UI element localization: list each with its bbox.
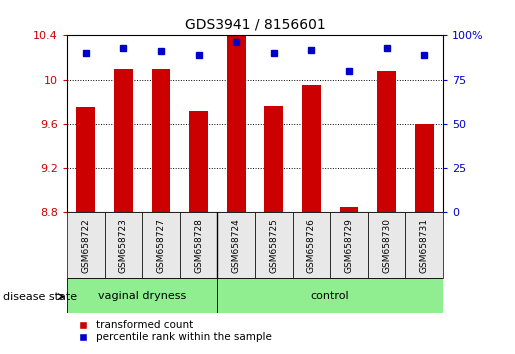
Bar: [339, 207, 358, 212]
Bar: [302, 85, 321, 212]
Bar: [264, 106, 283, 212]
Bar: [67, 278, 217, 313]
Text: GSM658730: GSM658730: [382, 218, 391, 273]
Text: GSM658731: GSM658731: [420, 218, 428, 273]
Text: GSM658724: GSM658724: [232, 218, 241, 273]
Bar: [368, 212, 405, 278]
Text: GSM658728: GSM658728: [194, 218, 203, 273]
Bar: [405, 212, 443, 278]
Bar: [415, 124, 434, 212]
Text: GSM658726: GSM658726: [307, 218, 316, 273]
Text: GSM658727: GSM658727: [157, 218, 165, 273]
Bar: [255, 212, 293, 278]
Bar: [330, 212, 368, 278]
Text: disease state: disease state: [3, 292, 77, 302]
Title: GDS3941 / 8156601: GDS3941 / 8156601: [184, 17, 325, 32]
Bar: [151, 69, 170, 212]
Bar: [377, 71, 396, 212]
Bar: [227, 35, 246, 212]
Text: control: control: [311, 291, 349, 301]
Bar: [105, 212, 142, 278]
Bar: [114, 69, 133, 212]
Legend: transformed count, percentile rank within the sample: transformed count, percentile rank withi…: [72, 320, 272, 342]
Bar: [189, 110, 208, 212]
Bar: [217, 212, 255, 278]
Bar: [76, 107, 95, 212]
Bar: [67, 212, 105, 278]
Text: GSM658729: GSM658729: [345, 218, 353, 273]
Text: vaginal dryness: vaginal dryness: [98, 291, 186, 301]
Text: GSM658723: GSM658723: [119, 218, 128, 273]
Text: GSM658725: GSM658725: [269, 218, 278, 273]
Text: GSM658722: GSM658722: [81, 218, 90, 273]
Bar: [142, 212, 180, 278]
Bar: [180, 212, 217, 278]
Bar: [293, 212, 330, 278]
Bar: [217, 278, 443, 313]
